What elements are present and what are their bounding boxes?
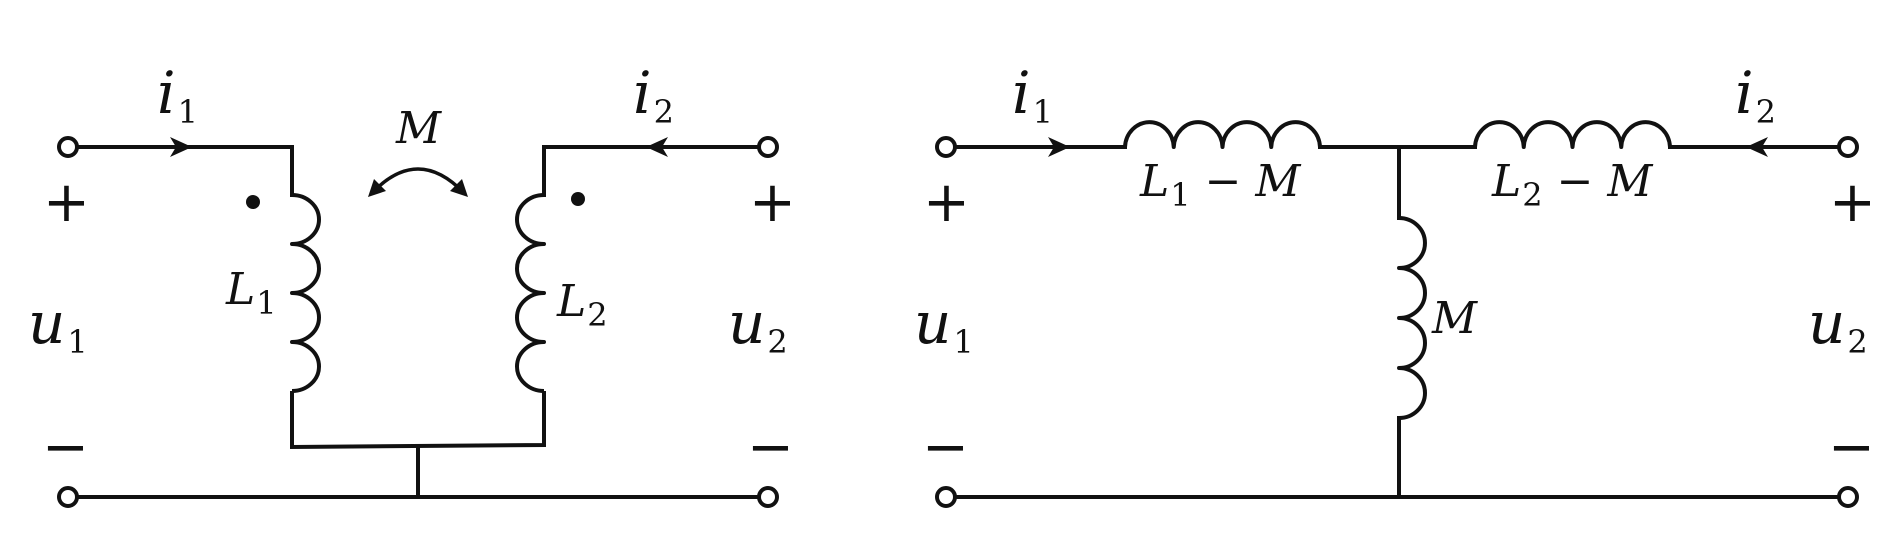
left-terminal-bottom-out xyxy=(757,486,779,508)
inductor-l2-coil xyxy=(515,193,546,393)
right-minus-sign-1: − xyxy=(922,415,969,480)
left-plus-sign-1: + xyxy=(43,170,90,235)
mutual-arrow-left-icon xyxy=(368,179,386,197)
left-minus-sign-1: − xyxy=(42,415,89,480)
inductor-l1-label: L1 xyxy=(225,264,277,322)
left-circuit: i1 i2 M L1 L2 u1 u2 + + − − xyxy=(28,59,796,508)
left-current-i1-label: i1 xyxy=(157,59,198,131)
right-current-arrow-i2 xyxy=(1746,137,1768,157)
inductor-l2-label: L2 xyxy=(556,276,608,334)
right-terminal-top-out xyxy=(1837,136,1859,158)
left-wire-bottom-loop xyxy=(290,391,546,450)
right-current-i1-label: i1 xyxy=(1012,59,1053,131)
left-terminal-top-in xyxy=(57,136,79,158)
right-minus-sign-2: − xyxy=(1828,415,1875,480)
left-minus-sign-2: − xyxy=(747,415,794,480)
left-current-i2-label: i2 xyxy=(633,59,674,131)
shunt-inductor-m-label: M xyxy=(1431,293,1478,344)
right-terminal-top-in xyxy=(935,136,957,158)
inductor-l2-minus-m-coil xyxy=(1473,120,1672,149)
polarity-dot-l1 xyxy=(246,195,260,209)
right-circuit: i1 i2 L1 − M L2 − M M u1 u2 + + − − xyxy=(914,59,1876,508)
left-terminal-bottom-in xyxy=(57,486,79,508)
left-voltage-u1-label: u1 xyxy=(28,289,88,361)
right-plus-sign-1: + xyxy=(923,170,970,235)
inductor-m-shunt-coil xyxy=(1397,216,1427,420)
current-arrow-i2 xyxy=(646,137,668,157)
mutual-coupling-arc xyxy=(370,167,466,195)
right-current-i2-label: i2 xyxy=(1735,59,1776,131)
right-terminal-bottom-in xyxy=(935,486,957,508)
mutual-arrow-right-icon xyxy=(450,179,468,197)
inductor-l1-minus-m-coil xyxy=(1123,120,1322,149)
left-terminal-top-out xyxy=(757,136,779,158)
mutual-inductance-label: M xyxy=(395,103,442,154)
right-plus-sign-2: + xyxy=(1829,170,1876,235)
left-plus-sign-2: + xyxy=(749,170,796,235)
right-voltage-u2-label: u2 xyxy=(1808,289,1868,361)
inductor-l1-coil xyxy=(290,193,321,393)
left-wire-top-left xyxy=(75,145,294,197)
right-voltage-u1-label: u1 xyxy=(914,289,974,361)
left-voltage-u2-label: u2 xyxy=(728,289,788,361)
series-inductor-2-label: L2 − M xyxy=(1491,156,1653,214)
right-terminal-bottom-out xyxy=(1837,486,1859,508)
right-current-arrow-i1 xyxy=(1048,137,1070,157)
series-inductor-1-label: L1 − M xyxy=(1139,156,1301,214)
polarity-dot-l2 xyxy=(571,192,585,206)
left-wire-top-right xyxy=(542,145,761,197)
current-arrow-i1 xyxy=(170,137,192,157)
